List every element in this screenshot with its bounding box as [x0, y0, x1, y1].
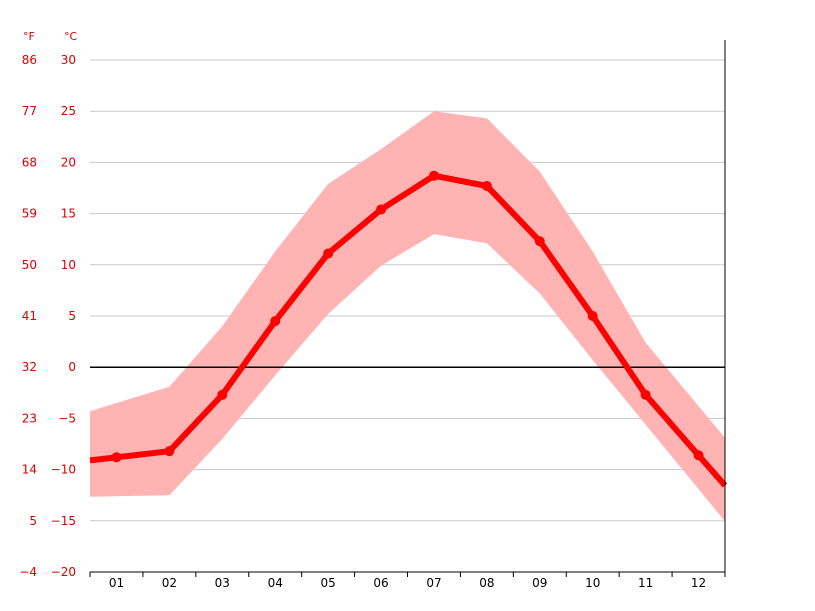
celsius-tick-label: 30 — [61, 53, 76, 67]
fahrenheit-tick-label: 50 — [22, 258, 37, 272]
celsius-tick-label: −15 — [51, 514, 76, 528]
mean-point — [481, 180, 492, 191]
mean-temperature-line — [89, 172, 728, 488]
temperature-range-band — [90, 111, 725, 522]
fahrenheit-tick-label: 41 — [22, 309, 37, 323]
celsius-tick-label: 0 — [68, 360, 76, 374]
fahrenheit-unit-label: °F — [23, 30, 35, 43]
celsius-tick-label: 20 — [61, 155, 76, 169]
fahrenheit-tick-label: 59 — [22, 207, 37, 221]
fahrenheit-tick-label: 14 — [22, 463, 37, 477]
celsius-tick-label: −20 — [51, 565, 76, 579]
celsius-tick-label: −10 — [51, 463, 76, 477]
mean-point — [534, 236, 545, 247]
y-axis-labels: 86 30 77 25 68 20 59 15 50 10 41 5 32 0 23 −5 14 −10 5 −15 −… — [19, 53, 76, 579]
fahrenheit-tick-label: 32 — [22, 360, 37, 374]
celsius-unit-label: °C — [64, 30, 78, 43]
x-axis-ticks: 01 02 03 04 05 06 07 08 09 10 11 12 — [89, 572, 726, 590]
x-tick-label: 05 — [320, 576, 335, 590]
x-tick-label: 11 — [638, 576, 653, 590]
fahrenheit-tick-label: −4 — [19, 565, 37, 579]
x-tick-label: 10 — [585, 576, 600, 590]
fahrenheit-tick-label: 68 — [22, 155, 37, 169]
mean-point — [164, 446, 175, 457]
mean-point — [428, 170, 439, 181]
fahrenheit-tick-label: 23 — [22, 411, 37, 425]
x-tick-label: 06 — [373, 576, 388, 590]
mean-point — [270, 316, 281, 327]
celsius-tick-label: 25 — [61, 104, 76, 118]
x-tick-label: 01 — [109, 576, 124, 590]
celsius-tick-label: 5 — [68, 309, 76, 323]
x-tick-label: 12 — [691, 576, 706, 590]
x-tick-label: 04 — [268, 576, 283, 590]
celsius-tick-label: 10 — [61, 258, 76, 272]
mean-temperature-points — [111, 170, 704, 463]
x-tick-label: 08 — [479, 576, 494, 590]
mean-point — [640, 389, 651, 400]
fahrenheit-tick-label: 5 — [29, 514, 37, 528]
fahrenheit-tick-label: 77 — [22, 104, 37, 118]
celsius-tick-label: 15 — [61, 207, 76, 221]
celsius-tick-label: −5 — [58, 411, 76, 425]
mean-point — [587, 311, 598, 321]
x-tick-label: 02 — [162, 576, 177, 590]
mean-point — [217, 389, 228, 400]
mean-point — [693, 450, 704, 461]
x-tick-label: 03 — [215, 576, 230, 590]
x-tick-label: 07 — [426, 576, 441, 590]
mean-point — [376, 204, 387, 215]
mean-point — [111, 452, 122, 463]
x-tick-label: 09 — [532, 576, 547, 590]
fahrenheit-tick-label: 86 — [22, 53, 37, 67]
mean-point — [323, 248, 334, 259]
